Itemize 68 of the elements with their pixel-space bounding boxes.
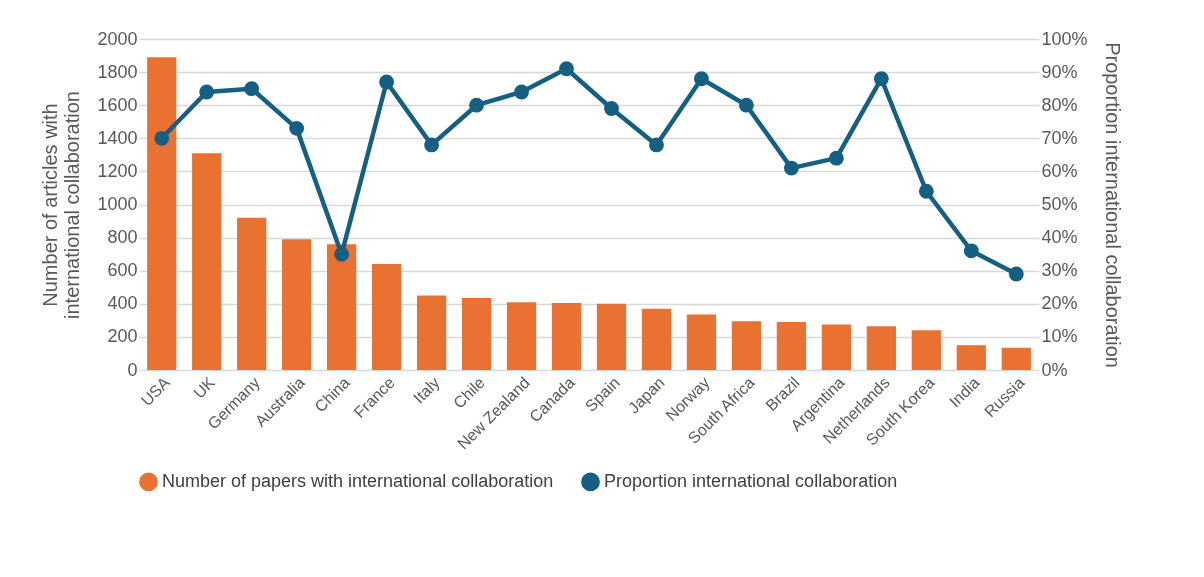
point (334, 246, 350, 262)
point (694, 71, 709, 87)
point (604, 101, 619, 116)
bar (866, 326, 896, 370)
bar (731, 321, 762, 370)
y2-tick-label: 50% (1041, 194, 1078, 214)
x-tick-label: Italy (410, 373, 443, 407)
y-tick-label: 200 (107, 326, 138, 347)
y-tick-label: 2000 (97, 28, 138, 49)
point (828, 150, 844, 166)
bar (147, 57, 177, 370)
y-tick-label: 1200 (97, 160, 138, 181)
y-tick-label: 400 (107, 293, 138, 314)
point (873, 71, 889, 87)
y-tick-label: 1800 (97, 61, 138, 82)
y-tick-label: 1600 (97, 94, 138, 115)
bar (282, 239, 312, 370)
point (289, 120, 305, 136)
y2-tick-label: 70% (1041, 127, 1078, 148)
legend-label: Number of papers with international collaboration (162, 470, 554, 491)
point (1008, 266, 1024, 282)
y2-tick-label: 10% (1041, 326, 1078, 347)
point (379, 74, 395, 90)
point (963, 243, 979, 259)
bar (821, 324, 851, 370)
y-tick-label: 0 (127, 359, 138, 380)
y-axis-title: Number of articles with international collaboration (39, 91, 84, 319)
bar (776, 322, 807, 370)
point (424, 137, 439, 153)
y-tick-label: 1400 (97, 127, 138, 148)
point (514, 84, 529, 100)
point (739, 97, 754, 113)
point (469, 97, 484, 113)
point (918, 183, 934, 199)
y2-tick-label: 0% (1041, 359, 1068, 380)
y-tick-label: 1000 (97, 194, 138, 214)
bar (551, 302, 582, 370)
bar (371, 264, 402, 370)
point (154, 130, 170, 146)
y2-tick-label: 40% (1041, 227, 1078, 248)
bar (237, 217, 267, 370)
point (649, 137, 664, 153)
x-tick-label: USA (137, 373, 174, 410)
y2-axis-title: Proportion international collaboration (1101, 42, 1124, 368)
y-tick-label: 600 (107, 260, 138, 281)
bar (416, 295, 447, 370)
y-tick-label: 800 (107, 227, 138, 248)
y2-tick-label: 90% (1041, 61, 1078, 82)
bar (596, 303, 627, 370)
legend-label: Proportion international collaboration (604, 470, 898, 491)
point (559, 61, 574, 77)
bar (327, 244, 357, 370)
point (199, 84, 215, 100)
y2-tick-label: 20% (1041, 293, 1078, 314)
bar (461, 298, 492, 370)
y2-tick-label: 30% (1041, 260, 1078, 281)
point (244, 81, 260, 97)
point (783, 160, 799, 176)
bar (506, 302, 537, 370)
bar (686, 314, 717, 370)
y2-tick-label: 100% (1041, 28, 1088, 49)
bar (956, 345, 986, 370)
y2-tick-label: 80% (1041, 94, 1078, 115)
bar (641, 308, 672, 370)
bar (192, 153, 222, 370)
bar (911, 330, 941, 370)
bar (1001, 347, 1031, 370)
y2-tick-label: 60% (1041, 160, 1078, 181)
